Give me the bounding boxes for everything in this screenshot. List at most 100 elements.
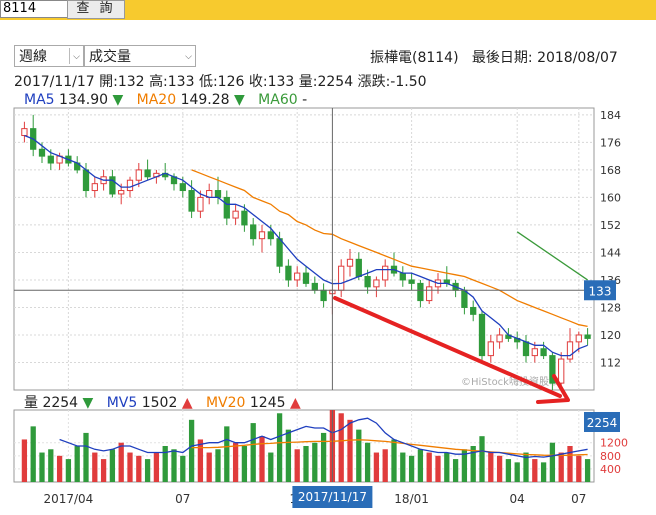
volume-bar <box>285 429 292 482</box>
candle-body <box>126 179 134 192</box>
ma60-legend: MA60 - <box>258 92 308 108</box>
volume-bar <box>364 442 371 482</box>
volume-bar <box>338 413 344 482</box>
candle-body <box>179 183 186 192</box>
last-date: 最後日期: 2018/08/07 <box>471 50 618 66</box>
ma5-line <box>24 134 588 357</box>
volume-bar <box>136 455 142 482</box>
candle-body <box>214 190 222 198</box>
volume-bar <box>197 439 204 482</box>
candle-body <box>276 238 283 267</box>
volume-bar <box>567 446 573 482</box>
candle-body <box>311 282 318 291</box>
ohlc-readout: 2017/11/17 開:132 高:133 低:126 收:133 量:225… <box>14 71 427 91</box>
period-select-value: 週線 <box>19 49 47 65</box>
candle-body <box>558 358 565 384</box>
ohlc-date: 2017/11/17 <box>14 74 95 90</box>
ohlc-open: 開:132 <box>99 74 145 90</box>
candle-body <box>373 279 380 288</box>
volume-bar <box>100 459 107 482</box>
period-select[interactable]: 週線 ⌵ <box>14 45 84 67</box>
volume-bar <box>92 452 98 482</box>
price-panel-frame <box>13 107 595 391</box>
volume-bar <box>532 459 538 482</box>
volume-bar <box>435 455 441 482</box>
volume-bar <box>206 452 212 482</box>
volume-bar <box>39 452 45 482</box>
volume-bar <box>109 449 116 482</box>
query-button[interactable]: 查 詢 <box>67 0 125 19</box>
crosshair-volume-label-bg <box>584 412 620 432</box>
candle-body <box>241 210 248 226</box>
volume-bar <box>180 455 186 482</box>
crosshair-price-label: 133 <box>589 284 612 298</box>
candle-body <box>197 196 204 212</box>
indicator-select[interactable]: 成交量 ⌵ <box>84 45 196 67</box>
indicator-select-value: 成交量 <box>89 49 131 65</box>
candle-body <box>540 348 547 357</box>
candle-body <box>21 128 28 137</box>
mv5-line <box>59 417 588 459</box>
candle-body <box>487 341 494 357</box>
candle-body <box>320 289 327 302</box>
volume-legend: 量 2254 ▼ MV5 1502 ▲ MV20 1245 ▲ <box>24 392 301 412</box>
ma-legend: MA5 134.90 ▼ MA20 149.28 ▼ MA60 - <box>24 92 307 108</box>
volume-bar <box>391 439 397 482</box>
volume-bar <box>382 449 388 482</box>
candle-body <box>426 286 433 302</box>
crosshair-price-label-bg <box>584 280 616 301</box>
candle-body <box>382 265 389 281</box>
volume-bar <box>48 449 54 482</box>
volume-tick-label: 400 <box>600 463 621 476</box>
candle-body <box>549 355 556 384</box>
candle-body <box>258 231 266 240</box>
select-divider <box>69 48 70 64</box>
volume-bar <box>576 455 582 482</box>
candle-body <box>109 176 116 195</box>
candle-body <box>531 348 538 357</box>
candle-body <box>355 258 362 278</box>
candle-body <box>399 272 406 281</box>
candle-body <box>82 169 90 192</box>
candle-body <box>91 183 98 192</box>
volume-bar <box>505 459 512 482</box>
volume-bar <box>479 436 485 482</box>
top-toolbar <box>0 0 656 20</box>
volume-bar <box>294 449 300 482</box>
stock-code-input[interactable] <box>0 0 68 18</box>
volume-bar <box>83 432 89 482</box>
volume-bar <box>118 442 124 482</box>
volume-bar <box>488 452 494 482</box>
ohlc-volume: 量:2254 <box>298 74 354 90</box>
price-tick-label: 184 <box>600 109 621 122</box>
volume-bar <box>320 432 327 482</box>
trend-arrow <box>333 296 562 398</box>
candle-body <box>118 190 125 195</box>
volume-bar <box>74 446 80 482</box>
candle-body <box>575 334 582 343</box>
candle-body <box>470 306 477 315</box>
volume-bar <box>188 419 195 482</box>
mv20-legend: MV20 1245 ▲ <box>205 395 301 411</box>
candle-body <box>408 279 415 284</box>
candle-body <box>566 341 574 360</box>
ohlc-low: 低:126 <box>198 74 245 90</box>
price-tick-label: 144 <box>600 246 621 259</box>
candle-body <box>478 313 486 357</box>
candle-body <box>232 210 239 219</box>
ma60-line <box>516 231 588 281</box>
candle-body <box>522 341 530 357</box>
price-tick-label: 152 <box>600 219 621 232</box>
mv5-legend: MV5 1502 ▲ <box>106 395 193 411</box>
volume-bar <box>584 459 591 482</box>
volume-bar <box>514 462 520 482</box>
chevron-down-icon: ⌵ <box>185 52 192 62</box>
candle-body <box>461 289 468 308</box>
ohlc-high: 高:133 <box>149 74 195 90</box>
volume-bar <box>232 442 239 482</box>
volume-bar <box>224 426 230 482</box>
watermark-text: ©HiStock嗨投資股市 <box>461 375 559 388</box>
chevron-down-icon: ⌵ <box>73 52 80 62</box>
volume-bar <box>540 462 547 482</box>
